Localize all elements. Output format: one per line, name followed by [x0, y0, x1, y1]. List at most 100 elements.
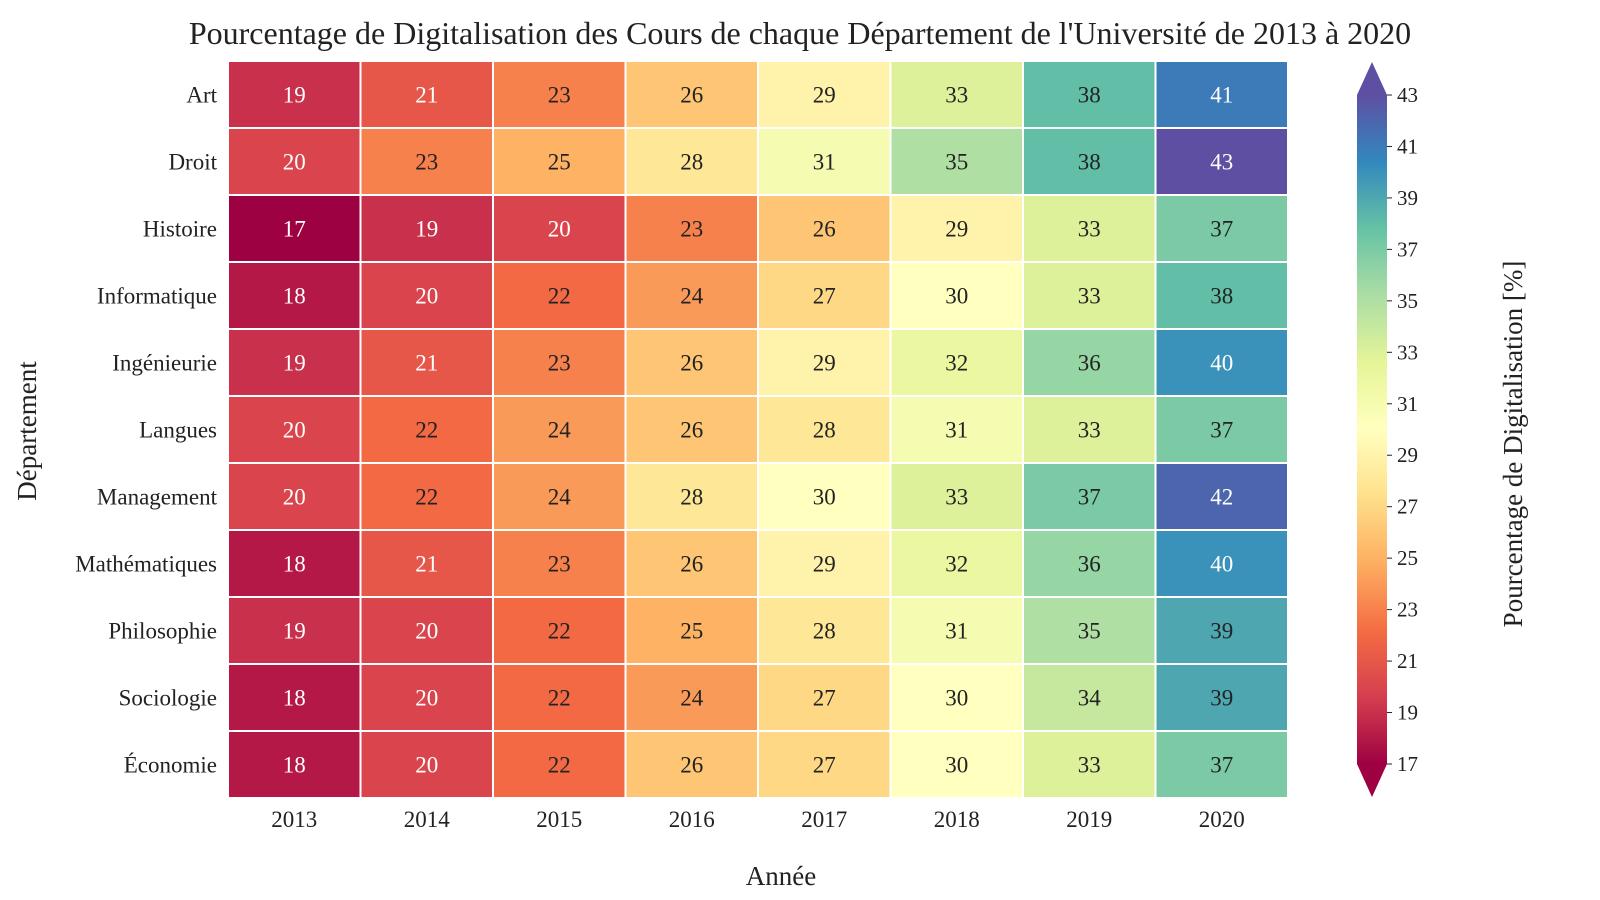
- heatmap-cells: 19 21 23 26 29 33 38 41 20 23 25 28 31 35 38 43 17 19 20 23…: [227, 60, 1289, 799]
- x-tick-label: 2014: [404, 807, 451, 832]
- cell-value-label: 28: [813, 418, 836, 443]
- cell-value-label: 23: [548, 552, 571, 577]
- cell-value-label: 22: [548, 619, 571, 644]
- cell-value-label: 18: [283, 552, 306, 577]
- colorbar-tick-label: 17: [1397, 752, 1418, 776]
- cell-value-label: 40: [1210, 552, 1233, 577]
- heatmap-cell: [1022, 462, 1157, 531]
- cell-value-label: 36: [1078, 552, 1101, 577]
- y-tick-label: Sociologie: [119, 686, 217, 711]
- cell-value-label: 34: [1078, 686, 1102, 711]
- cell-value-label: 29: [813, 351, 836, 376]
- cell-value-label: 39: [1210, 686, 1233, 711]
- cell-value-label: 29: [813, 552, 836, 577]
- cell-value-label: 38: [1078, 150, 1101, 175]
- cell-value-label: 25: [548, 150, 571, 175]
- cell-value-label: 20: [415, 686, 438, 711]
- cell-value-label: 23: [680, 217, 703, 242]
- colorbar-extend-max: [1357, 62, 1387, 95]
- heatmap-cell: [1154, 529, 1289, 598]
- cell-value-label: 20: [283, 150, 306, 175]
- cell-value-label: 23: [548, 351, 571, 376]
- x-tick-label: 2016: [669, 807, 715, 832]
- heatmap-cell: [889, 730, 1024, 799]
- cell-value-label: 26: [680, 418, 703, 443]
- cell-value-label: 36: [1078, 351, 1101, 376]
- cell-value-label: 21: [415, 83, 438, 108]
- cell-value-label: 20: [548, 217, 571, 242]
- chart-title: Pourcentage de Digitalisation des Cours …: [189, 15, 1411, 51]
- heatmap-cell: [1022, 395, 1157, 464]
- y-axis-label: Département: [12, 361, 42, 501]
- cell-value-label: 31: [945, 418, 968, 443]
- colorbar-tick-label: 29: [1397, 443, 1418, 467]
- cell-value-label: 20: [415, 619, 438, 644]
- heatmap-cell: [1154, 663, 1289, 732]
- heatmap-cell: [1022, 261, 1157, 330]
- cell-value-label: 29: [813, 83, 836, 108]
- y-tick-label: Histoire: [143, 217, 217, 242]
- cell-value-label: 20: [415, 284, 438, 309]
- heatmap-cell: [624, 194, 759, 263]
- cell-value-label: 42: [1210, 485, 1233, 510]
- cell-value-label: 24: [548, 418, 572, 443]
- heatmap-cell: [227, 194, 362, 263]
- heatmap-cell: [227, 663, 362, 732]
- heatmap-cell: [624, 127, 759, 196]
- colorbar-tick-label: 43: [1397, 83, 1418, 107]
- y-tick-label: Droit: [168, 150, 217, 175]
- cell-value-label: 41: [1210, 83, 1233, 108]
- heatmap-cell: [359, 194, 494, 263]
- heatmap-cell: [359, 60, 494, 129]
- cell-value-label: 23: [548, 83, 571, 108]
- cell-value-label: 33: [1078, 217, 1101, 242]
- cell-value-label: 38: [1078, 83, 1101, 108]
- heatmap-cell: [359, 730, 494, 799]
- y-tick-label: Philosophie: [108, 619, 217, 644]
- heatmap-cell: [492, 730, 627, 799]
- y-tick-label: Mathématiques: [75, 552, 217, 577]
- heatmap-cell: [1154, 462, 1289, 531]
- cell-value-label: 21: [415, 552, 438, 577]
- colorbar-tick-label: 35: [1397, 289, 1418, 313]
- cell-value-label: 20: [283, 485, 306, 510]
- cell-value-label: 33: [1078, 284, 1101, 309]
- cell-value-label: 33: [1078, 418, 1101, 443]
- heatmap-cell: [359, 596, 494, 665]
- cell-value-label: 31: [945, 619, 968, 644]
- y-tick-labels: Art Droit Histoire Informatique Ingénieurie L…: [75, 83, 217, 778]
- colorbar-gradient: [1357, 95, 1387, 764]
- cell-value-label: 28: [680, 485, 703, 510]
- y-tick-label: Management: [97, 485, 218, 510]
- colorbar-tick-label: 33: [1397, 340, 1418, 364]
- cell-value-label: 22: [548, 753, 571, 778]
- cell-value-label: 22: [415, 418, 438, 443]
- colorbar-extend-min: [1357, 764, 1387, 797]
- cell-value-label: 26: [680, 753, 703, 778]
- heatmap-cell: [359, 127, 494, 196]
- heatmap-cell: [1154, 127, 1289, 196]
- cell-value-label: 37: [1210, 418, 1233, 443]
- colorbar-tick-label: 39: [1397, 186, 1418, 210]
- cell-value-label: 22: [548, 686, 571, 711]
- heatmap-cell: [757, 663, 892, 732]
- cell-value-label: 37: [1210, 753, 1233, 778]
- cell-value-label: 24: [680, 284, 704, 309]
- heatmap-cell: [359, 395, 494, 464]
- heatmap-cell: [1022, 663, 1157, 732]
- cell-value-label: 20: [283, 418, 306, 443]
- heatmap-cell: [624, 663, 759, 732]
- cell-value-label: 26: [680, 351, 703, 376]
- heatmap-cell: [359, 462, 494, 531]
- cell-value-label: 19: [415, 217, 438, 242]
- heatmap-cell: [757, 261, 892, 330]
- colorbar-tick-label: 19: [1397, 701, 1418, 725]
- colorbar-tick-label: 27: [1397, 495, 1418, 519]
- cell-value-label: 26: [680, 552, 703, 577]
- heatmap-cell: [359, 663, 494, 732]
- heatmap-cell: [1022, 328, 1157, 397]
- heatmap-cell: [1022, 730, 1157, 799]
- colorbar-tick-label: 31: [1397, 392, 1418, 416]
- cell-value-label: 33: [945, 485, 968, 510]
- x-axis-label: Année: [746, 861, 816, 891]
